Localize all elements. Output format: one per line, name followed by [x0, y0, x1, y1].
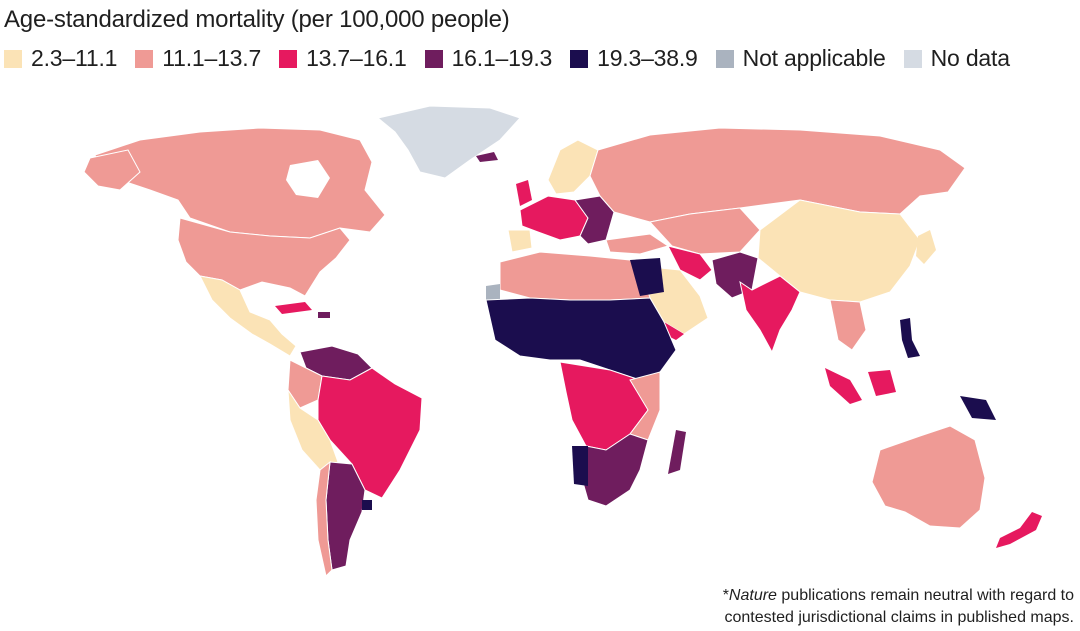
india-region — [739, 275, 801, 354]
legend: 2.3–11.1 11.1–13.7 13.7–16.1 16.1–19.3 1… — [4, 45, 1028, 72]
legend-label: 19.3–38.9 — [597, 45, 698, 71]
scandinavia-region — [547, 139, 599, 195]
madagascar-region — [668, 430, 686, 474]
turkey-region — [605, 233, 670, 255]
legend-label: No data — [930, 45, 1010, 71]
australia-region — [871, 425, 986, 529]
legend-item: 13.7–16.1 — [279, 45, 407, 72]
chile-region — [315, 460, 333, 577]
legend-item: No data — [903, 45, 1010, 72]
png-region — [960, 396, 996, 420]
iberia-region — [507, 229, 533, 253]
caribbean-region-2 — [318, 312, 330, 318]
canada-region — [94, 127, 386, 239]
caribbean-region — [275, 302, 312, 314]
iceland-region — [476, 152, 498, 162]
map-title: Age-standardized mortality (per 100,000 … — [4, 6, 510, 33]
usa-region — [177, 217, 351, 297]
alaska-region — [83, 149, 141, 191]
greenland-region — [376, 105, 521, 179]
jurisdiction-note: *Nature publications remain neutral with… — [723, 585, 1074, 629]
legend-label: 13.7–16.1 — [306, 45, 407, 71]
legend-swatch — [279, 49, 298, 68]
note-italic: Nature — [728, 587, 777, 604]
legend-item: 11.1–13.7 — [135, 45, 261, 72]
middle-east-region — [667, 245, 713, 281]
legend-swatch — [903, 49, 922, 68]
mexico-region — [199, 275, 297, 357]
russia-region — [589, 127, 966, 223]
se-asia-region — [829, 299, 867, 351]
legend-item: 16.1–19.3 — [424, 45, 553, 72]
note-line-1: *Nature publications remain neutral with… — [723, 585, 1074, 607]
southern-africa-region — [579, 433, 649, 507]
new-zealand-region — [996, 512, 1042, 548]
indonesia-region — [825, 368, 862, 404]
argentina-region — [325, 461, 366, 571]
note-prefix: * — [722, 587, 729, 604]
central-asia-region — [649, 207, 761, 255]
egypt-region — [630, 258, 664, 296]
note-text: publications remain neutral with regard … — [776, 587, 1074, 604]
legend-item: 2.3–11.1 — [4, 45, 117, 72]
legend-label: Not applicable — [742, 45, 886, 71]
japan-region — [916, 230, 936, 264]
note-line-2: contested jurisdictional claims in publi… — [724, 609, 1074, 626]
legend-item: Not applicable — [715, 45, 886, 72]
legend-swatch — [424, 49, 443, 68]
legend-swatch — [570, 49, 589, 68]
legend-swatch — [135, 49, 154, 68]
legend-swatch — [715, 49, 734, 68]
north-africa-region — [499, 251, 651, 301]
legend-label: 16.1–19.3 — [451, 45, 553, 71]
angola-region — [572, 446, 588, 486]
legend-item: 19.3–38.9 — [570, 45, 698, 72]
indonesia-region-2 — [868, 370, 896, 396]
legend-label: 11.1–13.7 — [162, 45, 262, 71]
hudson-bay — [286, 160, 330, 198]
uruguay-region — [362, 500, 372, 510]
legend-swatch — [4, 49, 22, 68]
legend-label: 2.3–11.1 — [31, 45, 118, 71]
uk-region — [516, 180, 532, 206]
western-sahara-region — [486, 284, 500, 300]
philippines-region — [900, 318, 920, 358]
peru-region — [287, 388, 339, 471]
